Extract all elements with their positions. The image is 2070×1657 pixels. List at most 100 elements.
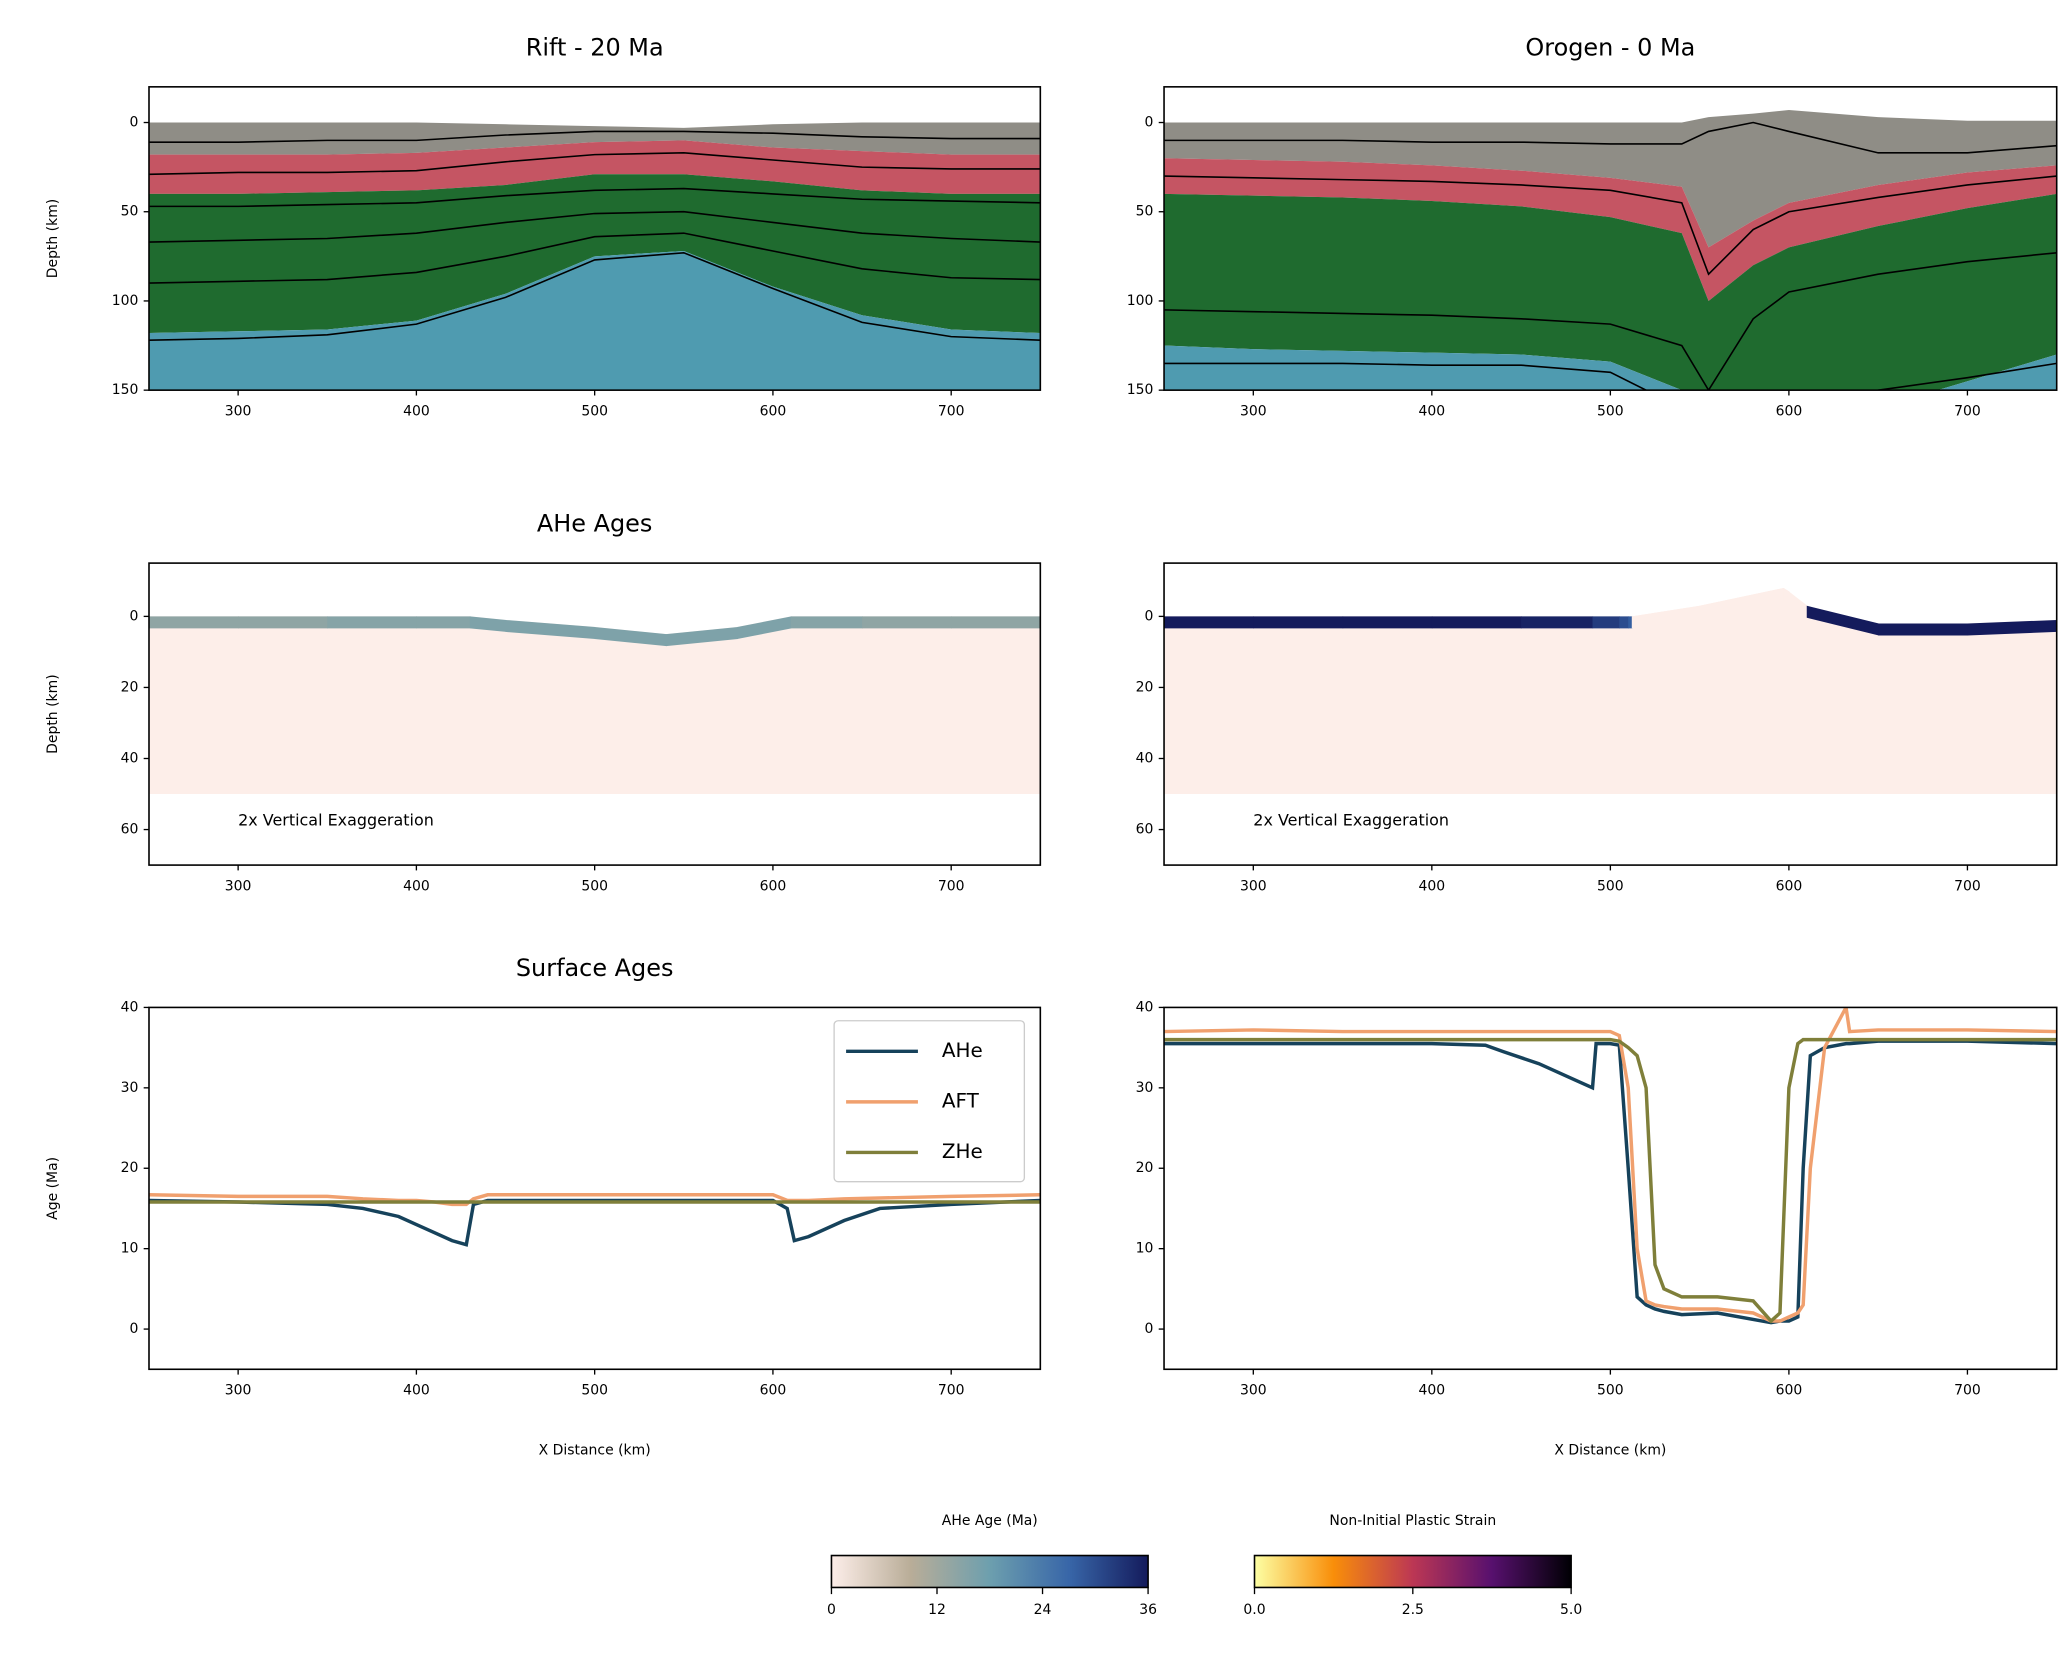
x-tick-label: 600: [760, 878, 787, 894]
x-axis-label: X Distance (km): [539, 1442, 651, 1458]
panel-title: AHe Ages: [537, 510, 652, 538]
x-tick-label: 600: [1776, 403, 1803, 419]
y-tick-label: 0: [1145, 1321, 1154, 1337]
panel-title: Surface Ages: [516, 954, 674, 982]
age-strip: [1783, 587, 1790, 604]
y-tick-label: 40: [121, 999, 139, 1015]
age-strip: [737, 616, 792, 640]
annotation: 2x Vertical Exaggeration: [1253, 811, 1449, 830]
y-tick-label: 60: [121, 822, 139, 838]
age-strip: [665, 627, 738, 647]
tick-label: 5.0: [1560, 1602, 1582, 1618]
x-tick-label: 400: [1419, 403, 1446, 419]
x-tick-label: 300: [225, 878, 252, 894]
x-tick-label: 300: [1240, 403, 1267, 419]
colorbar: [1253, 1554, 1572, 1589]
series-line: [148, 1198, 1041, 1247]
age-strip: [238, 616, 328, 629]
age-strip: [1253, 616, 1344, 629]
plot-area: [148, 122, 1041, 391]
tick-label: 24: [1034, 1602, 1052, 1618]
layer: [1164, 158, 2057, 301]
age-strip: [1592, 616, 1620, 629]
x-tick-label: 600: [760, 403, 787, 419]
y-tick-label: 40: [121, 751, 139, 767]
y-tick-label: 50: [121, 204, 139, 220]
layer: [148, 250, 1041, 391]
colorbar-title: Non-Initial Plastic Strain: [1329, 1513, 1496, 1529]
annotation: 2x Vertical Exaggeration: [238, 811, 434, 830]
panel-title: Rift - 20 Ma: [526, 33, 664, 61]
y-tick-label: 0: [129, 115, 138, 131]
age-strip: [1342, 616, 1433, 629]
age-strip: [1164, 616, 1254, 629]
contour-line: [148, 232, 1041, 284]
x-tick-label: 600: [1776, 878, 1803, 894]
base-fill: [148, 616, 1041, 795]
age-strip: [1619, 616, 1629, 629]
layer: [148, 140, 1041, 194]
y-tick-label: 20: [1136, 679, 1154, 695]
axes-frame: [1163, 1006, 2058, 1371]
age-strip: [862, 616, 952, 629]
layer: [148, 122, 1041, 155]
age-strip: [1699, 587, 1785, 618]
y-tick-label: 0: [1145, 608, 1154, 624]
layer: [1164, 110, 2057, 248]
y-tick-label: 10: [121, 1241, 139, 1257]
x-axis-label: X Distance (km): [1554, 1442, 1666, 1458]
age-strip: [416, 616, 471, 629]
contour-line: [148, 152, 1041, 176]
tick-label: 36: [1139, 1602, 1157, 1618]
legend-label: ZHe: [942, 1139, 983, 1163]
base-fill: [1164, 587, 2057, 795]
y-tick-label: 40: [1136, 999, 1154, 1015]
x-tick-label: 600: [1776, 1383, 1803, 1399]
age-strip: [1788, 591, 1808, 618]
panel-title: Orogen - 0 Ma: [1525, 33, 1695, 61]
x-tick-label: 400: [403, 1383, 430, 1399]
x-tick-label: 400: [1419, 1383, 1446, 1399]
contour-line: [148, 130, 1041, 143]
y-tick-label: 60: [1136, 822, 1154, 838]
x-tick-label: 400: [403, 878, 430, 894]
tick-label: 0.0: [1243, 1602, 1265, 1618]
x-tick-label: 400: [403, 403, 430, 419]
age-strip: [148, 616, 239, 629]
layer: [1164, 345, 2057, 391]
colorbar: [830, 1554, 1149, 1589]
y-tick-label: 40: [1136, 751, 1154, 767]
y-tick-label: 20: [121, 1160, 139, 1176]
age-strip: [1631, 605, 1701, 629]
plot-area: [1164, 587, 2057, 795]
plot-area: [148, 616, 1041, 795]
x-tick-label: 300: [225, 1383, 252, 1399]
tick-label: 12: [928, 1602, 946, 1618]
contour-line: [1164, 121, 2057, 154]
y-axis-label: Depth (km): [45, 199, 61, 278]
tick-label: 0: [827, 1602, 836, 1618]
age-strip: [951, 616, 1041, 629]
y-tick-label: 100: [112, 293, 139, 309]
x-tick-label: 400: [1419, 878, 1446, 894]
legend-label: AHe: [942, 1038, 983, 1062]
x-tick-label: 300: [225, 403, 252, 419]
x-tick-label: 700: [1954, 403, 1981, 419]
y-tick-label: 10: [1136, 1241, 1154, 1257]
plot-area: [148, 1193, 1041, 1247]
age-strip: [1878, 623, 1969, 636]
age-strip: [594, 627, 667, 647]
tick-label: 2.5: [1402, 1602, 1424, 1618]
contour-line: [148, 251, 1041, 341]
x-tick-label: 500: [1597, 403, 1624, 419]
age-strip: [1967, 619, 2057, 636]
series-line: [1164, 1037, 2057, 1324]
plot-area: [1164, 1007, 2057, 1325]
y-tick-label: 30: [121, 1080, 139, 1096]
plot-area: [1164, 110, 2057, 391]
age-strip: [1806, 605, 1879, 636]
contour-line: [148, 210, 1041, 243]
y-tick-label: 0: [129, 1321, 138, 1337]
y-tick-label: 150: [1127, 382, 1154, 398]
